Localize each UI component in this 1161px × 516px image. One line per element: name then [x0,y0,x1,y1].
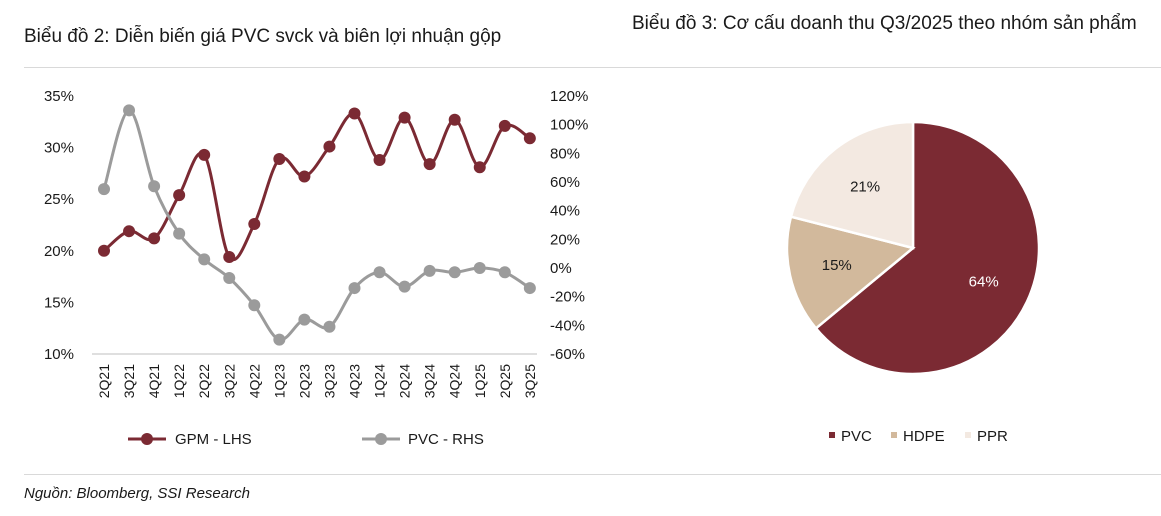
x-tick-label: 2Q25 [497,364,513,398]
pvc-point [198,253,211,266]
pie-chart: 64% 15% 21% PVC HDPE PPR [785,120,1041,445]
y-right-tick-label: -20% [550,289,585,306]
pie-slice-ppr [789,120,915,250]
x-tick-label: 4Q24 [447,364,463,398]
header-divider [24,67,1161,68]
gpm-point [498,119,511,132]
gpm-point [398,111,411,124]
pie-label-ppr: 21% [850,178,880,195]
gpm-point [148,232,161,245]
gpm-point [273,152,286,165]
pie-label-pvc: 64% [969,273,999,290]
legend-swatch-hdpe [891,432,897,438]
line-chart: 10% 15% 20% 25% 30% 35% -60% -40% -20% 0% 20% 40% 60… [44,88,588,448]
footer-divider [24,474,1161,475]
pvc-point [98,183,110,196]
y-left-tick-label: 25% [44,191,74,208]
series-line-pvc [102,108,531,342]
pvc-point [223,272,236,285]
pie-slice-pvc [814,120,1041,376]
pvc-point [473,262,486,274]
pvc-point [248,299,261,312]
x-tick-label: 1Q25 [472,364,488,398]
legend-label: GPM - LHS [175,431,252,448]
pvc-point [398,280,411,293]
x-tick-label: 1Q23 [271,364,287,398]
pvc-point [523,282,536,295]
gpm-point [298,170,311,183]
pvc-point [173,227,186,240]
source-note: Nguồn: Bloomberg, SSI Research [24,485,250,502]
legend-label-pvc: PVC [841,428,872,445]
y-right-tick-label: 60% [550,174,580,191]
gpm-point [223,250,236,263]
gpm-point [198,148,211,161]
gpm-point [248,217,261,230]
pvc-point [498,266,511,279]
pvc-point [373,266,386,279]
gpm-point [373,153,386,166]
gpm-point [423,158,436,171]
pvc-point [348,282,361,295]
pie-slice-hdpe [785,215,916,331]
x-tick-label: 1Q22 [171,364,187,398]
legend-label-hdpe: HDPE [903,428,945,445]
legend-swatch-pvc [829,432,835,438]
legend-label-ppr: PPR [977,428,1008,445]
y-right-tick-label: -40% [550,317,585,334]
gpm-point [123,225,136,238]
y-right-tick-label: 0% [550,260,572,277]
pvc-point [123,104,136,117]
x-tick-label: 3Q21 [121,364,137,398]
pie-label-hdpe: 15% [822,257,852,274]
y-right-tick-label: 100% [550,117,588,134]
gpm-point [473,161,486,174]
x-tick-label: 3Q25 [522,364,538,398]
x-tick-label: 4Q23 [347,364,363,398]
y-right-tick-label: 80% [550,145,580,162]
y-left-tick-label: 20% [44,243,74,260]
pvc-point [298,313,311,326]
gpm-point [448,113,461,126]
chart-2-title: Biểu đồ 2: Diễn biến giá PVC svck và biê… [24,26,502,47]
y-left-tick-label: 30% [44,140,74,157]
x-tick-label: 3Q24 [422,364,438,398]
series-line-gpm [103,112,531,262]
y-left-tick-label: 35% [44,88,74,105]
gpm-point [348,107,361,120]
gpm-point [173,189,186,202]
x-tick-label: 3Q22 [221,364,237,398]
x-tick-label: 4Q22 [246,364,262,398]
y-right-tick-label: 120% [550,88,588,105]
y-right-tick-label: 40% [550,203,580,220]
x-tick-label: 2Q24 [397,364,413,398]
x-tick-label: 4Q21 [146,364,162,398]
legend-swatch-ppr [965,432,971,438]
gpm-point [98,244,110,257]
legend-marker [141,433,153,445]
y-right-tick-label: 20% [550,231,580,248]
x-tick-label: 1Q24 [372,364,388,398]
legend-label: PVC - RHS [408,431,484,448]
y-left-tick-label: 15% [44,294,74,311]
pvc-point [148,180,161,193]
y-left-tick-label: 10% [44,346,74,363]
x-tick-label: 2Q23 [296,364,312,398]
chart-3-title: Biểu đồ 3: Cơ cấu doanh thu Q3/2025 theo… [632,13,1137,34]
legend-marker [375,433,387,445]
gpm-point [323,140,336,153]
pvc-point [423,264,436,277]
pvc-point [273,333,286,346]
pvc-point [323,320,336,333]
pvc-point [448,266,461,279]
gpm-point [523,132,536,145]
x-tick-label: 2Q21 [96,364,112,398]
x-tick-label: 3Q23 [321,364,337,398]
x-tick-label: 2Q22 [196,364,212,398]
y-right-tick-label: -60% [550,346,585,363]
